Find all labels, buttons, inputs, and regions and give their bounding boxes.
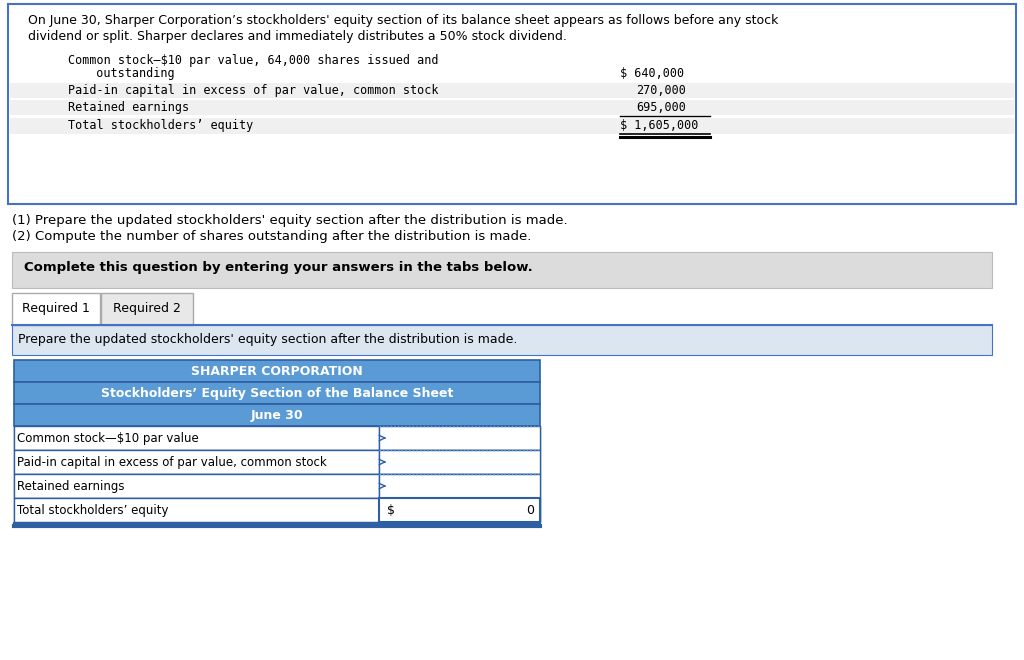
Text: $: $ (387, 504, 395, 517)
Bar (10, 118, 1014, 134)
Text: Required 2: Required 2 (113, 302, 181, 315)
Bar (12, 293, 100, 325)
Text: June 30: June 30 (251, 409, 303, 422)
Text: Total stockholders’ equity: Total stockholders’ equity (17, 504, 169, 517)
Text: (1) Prepare the updated stockholders' equity section after the distribution is m: (1) Prepare the updated stockholders' eq… (12, 214, 567, 227)
Text: Complete this question by entering your answers in the tabs below.: Complete this question by entering your … (24, 261, 532, 274)
Bar (8, 4, 1016, 204)
Bar (10, 100, 1014, 115)
Bar (10, 83, 1014, 98)
Bar (14, 382, 540, 404)
Bar (12, 252, 992, 288)
Bar (14, 498, 379, 522)
Text: Common stock—$10 par value, 64,000 shares issued and: Common stock—$10 par value, 64,000 share… (68, 54, 438, 67)
Text: 270,000: 270,000 (636, 84, 686, 97)
Bar (14, 450, 540, 474)
Bar (14, 450, 379, 474)
Bar (12, 325, 992, 355)
Text: 0: 0 (526, 504, 534, 517)
Bar (14, 426, 379, 450)
Bar (379, 474, 540, 498)
Bar (101, 293, 193, 325)
Bar (14, 498, 540, 522)
Bar (14, 404, 540, 426)
Text: Prepare the updated stockholders' equity section after the distribution is made.: Prepare the updated stockholders' equity… (18, 333, 517, 346)
Text: Paid-in capital in excess of par value, common stock: Paid-in capital in excess of par value, … (68, 84, 438, 97)
Text: Paid-in capital in excess of par value, common stock: Paid-in capital in excess of par value, … (17, 456, 327, 469)
Text: dividend or split. Sharper declares and immediately distributes a 50% stock divi: dividend or split. Sharper declares and … (28, 30, 567, 43)
Text: 695,000: 695,000 (636, 101, 686, 114)
Text: Total stockholders’ equity: Total stockholders’ equity (68, 119, 253, 132)
Text: Common stock—$10 par value: Common stock—$10 par value (17, 432, 199, 445)
Text: $ 640,000: $ 640,000 (620, 67, 684, 80)
Bar (14, 426, 540, 450)
Bar (14, 474, 540, 498)
Text: Stockholders’ Equity Section of the Balance Sheet: Stockholders’ Equity Section of the Bala… (100, 387, 454, 400)
Text: SHARPER CORPORATION: SHARPER CORPORATION (191, 365, 362, 378)
Bar (379, 498, 540, 522)
Text: $ 1,605,000: $ 1,605,000 (620, 119, 698, 132)
Text: On June 30, Sharper Corporation’s stockholders' equity section of its balance sh: On June 30, Sharper Corporation’s stockh… (28, 14, 778, 27)
Bar (379, 426, 540, 450)
Text: outstanding: outstanding (82, 67, 175, 80)
Text: (2) Compute the number of shares outstanding after the distribution is made.: (2) Compute the number of shares outstan… (12, 230, 531, 243)
Bar (14, 474, 379, 498)
Text: Required 1: Required 1 (23, 302, 90, 315)
Text: Retained earnings: Retained earnings (17, 480, 125, 493)
Bar (379, 450, 540, 474)
Bar (14, 360, 540, 382)
Text: Retained earnings: Retained earnings (68, 101, 189, 114)
Bar (379, 498, 540, 522)
